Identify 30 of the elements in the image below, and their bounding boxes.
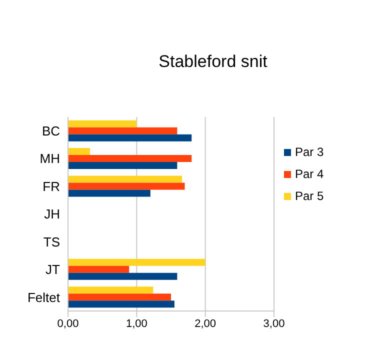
bar [68, 266, 130, 273]
bar [68, 258, 206, 266]
bar [68, 300, 174, 308]
y-tick-label: JH [44, 206, 60, 222]
chart-title: Stableford snit [158, 52, 268, 72]
legend-label: Par 5 [295, 188, 324, 202]
x-tick-label: 3,00 [263, 318, 285, 330]
y-tick-label: MH [40, 151, 60, 166]
legend-label: Par 3 [295, 144, 324, 158]
bar [68, 294, 171, 301]
y-tick-label: Feltet [27, 290, 60, 305]
x-tick-label: 2,00 [194, 318, 216, 330]
bar [68, 155, 192, 162]
y-tick-label: JT [46, 262, 60, 278]
bar [68, 127, 178, 134]
x-tick-label: 0,00 [57, 318, 79, 330]
bar [68, 120, 137, 128]
bar [68, 148, 90, 156]
x-tick-label: 1,00 [126, 318, 148, 330]
legend-label: Par 4 [295, 166, 324, 180]
bar [68, 286, 154, 294]
bar [68, 272, 178, 280]
bar [68, 162, 178, 170]
bar [68, 134, 192, 142]
y-tick-label: BC [42, 123, 60, 138]
bar [68, 190, 150, 197]
y-tick-label: FR [42, 178, 60, 194]
bar [68, 182, 185, 190]
bar [68, 176, 182, 183]
y-tick-label: TS [43, 234, 60, 250]
